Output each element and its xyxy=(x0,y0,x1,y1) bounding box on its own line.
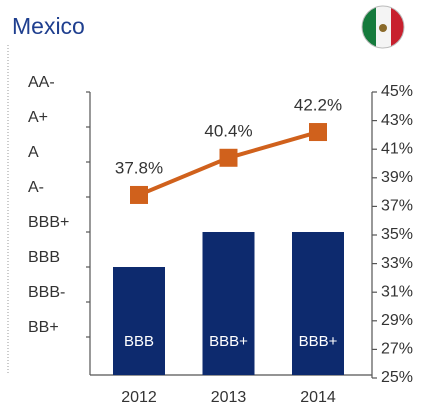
y2-tick-label: 41% xyxy=(381,140,413,157)
data-label: 40.4% xyxy=(204,121,252,140)
y-tick-label: BBB xyxy=(28,249,60,266)
y2-tick-label: 25% xyxy=(381,369,413,386)
y-tick-label: A+ xyxy=(28,109,48,126)
data-label: 42.2% xyxy=(294,96,342,115)
bar-label: BBB+ xyxy=(209,333,248,350)
bar-label: BBB+ xyxy=(299,333,338,350)
y-tick-label: A xyxy=(28,144,39,161)
chart-title: Mexico xyxy=(12,13,85,39)
y-tick-label: AA- xyxy=(28,74,55,91)
x-tick-label: 2012 xyxy=(121,389,157,406)
y2-tick-label: 27% xyxy=(381,341,413,358)
bar xyxy=(113,267,165,375)
y-tick-label: A- xyxy=(28,179,44,196)
y2-tick-label: 35% xyxy=(381,226,413,243)
bar xyxy=(202,232,255,375)
flag-border xyxy=(361,5,405,49)
y-tick-label: BB+ xyxy=(28,319,59,336)
y-tick-label: BBB- xyxy=(28,284,65,301)
flag xyxy=(362,6,404,48)
x-tick-label: 2014 xyxy=(300,389,336,406)
y2-tick-label: 45% xyxy=(381,83,413,100)
y-tick-label: BBB+ xyxy=(28,214,69,231)
marker xyxy=(130,185,148,204)
bar-label: BBB xyxy=(124,333,154,350)
y2-tick-label: 33% xyxy=(381,255,413,272)
y2-tick-label: 43% xyxy=(381,112,413,129)
y2-tick-label: 39% xyxy=(381,169,413,186)
data-label: 37.8% xyxy=(115,158,163,177)
y2-tick-label: 31% xyxy=(381,283,413,300)
y2-tick-label: 29% xyxy=(381,312,413,329)
bar xyxy=(292,232,344,375)
y2-tick-label: 37% xyxy=(381,198,413,215)
marker xyxy=(309,123,327,142)
x-tick-label: 2013 xyxy=(211,389,247,406)
marker xyxy=(219,148,238,167)
